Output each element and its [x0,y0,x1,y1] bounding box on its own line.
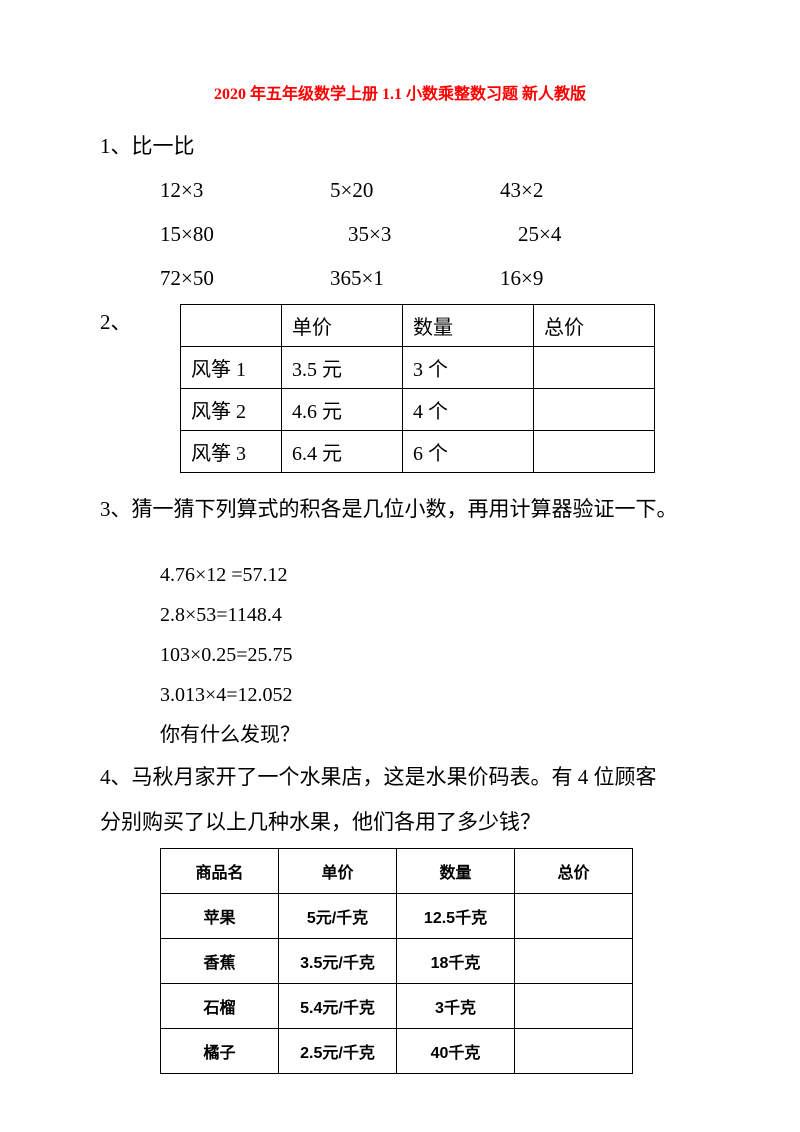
q2-cell: 风筝 1 [181,347,282,389]
table-row: 风筝 3 6.4 元 6 个 [181,431,655,473]
q2-cell: 6.4 元 [282,431,403,473]
q2-cell: 风筝 3 [181,431,282,473]
worksheet-page: 2020 年五年级数学上册 1.1 小数乘整数习题 新人教版 1、比一比 12×… [0,0,800,1114]
q1-cell: 43×2 [500,168,670,212]
q3-prompt: 你有什么发现？ [100,715,700,755]
q1-cell: 16×9 [500,256,670,300]
q4-cell [515,983,633,1028]
q4-h3: 总价 [515,848,633,893]
q1-row: 72×50 365×1 16×9 [100,256,700,300]
q3-eq: 4.76×12 =57.12 [100,555,700,595]
q2-h1: 单价 [282,305,403,347]
q3-eq: 2.8×53=1148.4 [100,595,700,635]
q4-cell: 5元/千克 [279,893,397,938]
q2-cell: 3.5 元 [282,347,403,389]
q4-h1: 单价 [279,848,397,893]
table-row: 单价 数量 总价 [181,305,655,347]
q1-row: 12×3 5×20 43×2 [100,168,700,212]
table-row: 橘子 2.5元/千克 40千克 [161,1028,633,1073]
q2-h0 [181,305,282,347]
q1-label: 1、比一比 [100,124,700,168]
q4-cell: 12.5千克 [397,893,515,938]
table-row: 风筝 2 4.6 元 4 个 [181,389,655,431]
q2-cell [534,347,655,389]
q1-row: 15×80 35×3 25×4 [100,212,700,256]
q4-cell: 石榴 [161,983,279,1028]
page-title: 2020 年五年级数学上册 1.1 小数乘整数习题 新人教版 [100,80,700,104]
q4-cell: 40千克 [397,1028,515,1073]
q4-cell [515,938,633,983]
q2-cell: 风筝 2 [181,389,282,431]
q4-cell: 香蕉 [161,938,279,983]
q3-eq: 3.013×4=12.052 [100,675,700,715]
q4-cell: 3千克 [397,983,515,1028]
q2-label: 2、 [100,300,140,344]
q2-cell: 6 个 [403,431,534,473]
spacer [100,531,700,555]
q4-cell: 苹果 [161,893,279,938]
q2-h3: 总价 [534,305,655,347]
table-row: 香蕉 3.5元/千克 18千克 [161,938,633,983]
q1-cell: 12×3 [160,168,330,212]
q4-table: 商品名 单价 数量 总价 苹果 5元/千克 12.5千克 香蕉 3.5元/千克 … [160,848,633,1074]
q1-cell: 365×1 [330,256,500,300]
q2-cell: 4 个 [403,389,534,431]
q4-cell: 3.5元/千克 [279,938,397,983]
q2-cell [534,389,655,431]
q1-cell: 25×4 [518,212,688,256]
q2-h2: 数量 [403,305,534,347]
q4-cell: 橘子 [161,1028,279,1073]
q1-cell: 5×20 [330,168,500,212]
q3-eq: 103×0.25=25.75 [100,635,700,675]
table-row: 苹果 5元/千克 12.5千克 [161,893,633,938]
q1-cell: 15×80 [160,212,330,256]
q4-h2: 数量 [397,848,515,893]
q4-cell: 5.4元/千克 [279,983,397,1028]
q2-table: 单价 数量 总价 风筝 1 3.5 元 3 个 风筝 2 4.6 元 4 个 风… [180,304,655,473]
q4-line1: 4、马秋月家开了一个水果店，这是水果价码表。有 4 位顾客 [100,755,700,799]
q4-cell [515,893,633,938]
q4-cell: 18千克 [397,938,515,983]
table-row: 商品名 单价 数量 总价 [161,848,633,893]
q2-cell: 4.6 元 [282,389,403,431]
table-row: 风筝 1 3.5 元 3 个 [181,347,655,389]
q4-cell: 2.5元/千克 [279,1028,397,1073]
q2-cell [534,431,655,473]
q1-cell: 72×50 [160,256,330,300]
q2-cell: 3 个 [403,347,534,389]
q4-line2: 分别购买了以上几种水果，他们各用了多少钱？ [100,800,700,844]
q3-label: 3、猜一猜下列算式的积各是几位小数，再用计算器验证一下。 [100,487,700,531]
q1-cell: 35×3 [330,212,518,256]
q2-block: 2、 单价 数量 总价 风筝 1 3.5 元 3 个 风筝 2 4.6 元 4 … [100,300,700,487]
q4-h0: 商品名 [161,848,279,893]
q4-cell [515,1028,633,1073]
table-row: 石榴 5.4元/千克 3千克 [161,983,633,1028]
